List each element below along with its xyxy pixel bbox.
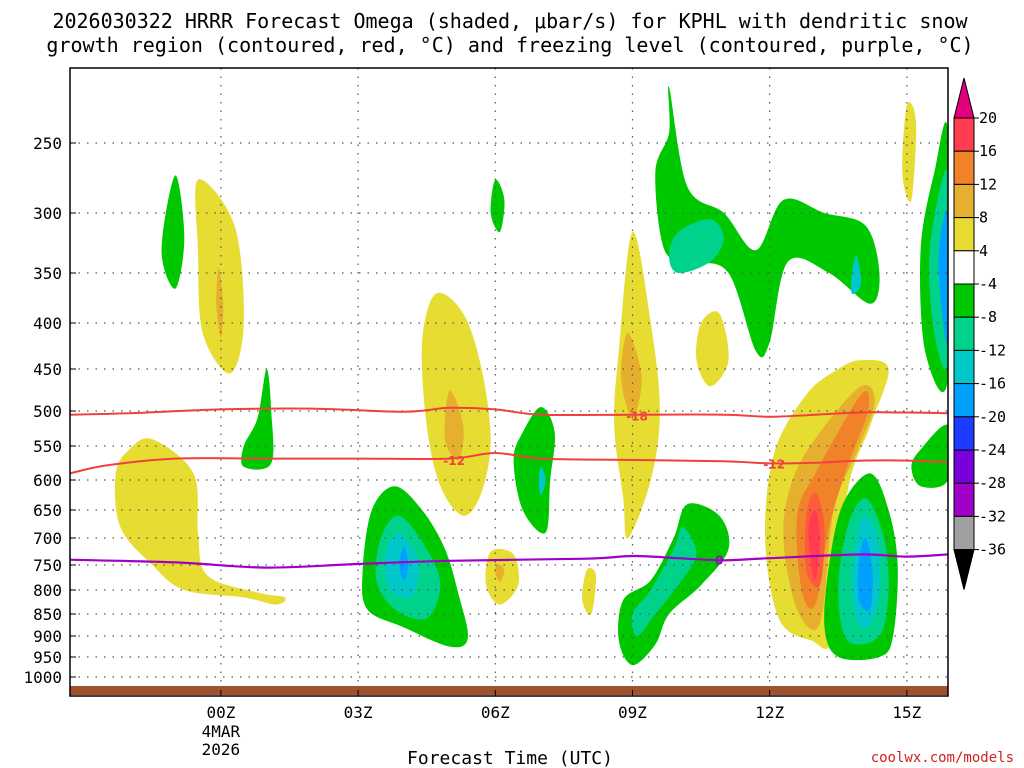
colorbar-swatch-7 bbox=[953, 349, 975, 385]
credit-text: coolwx.com/models bbox=[871, 750, 1014, 766]
colorbar-label--32: -32 bbox=[979, 507, 1006, 525]
chart-title-line-2: growth region (contoured, red, °C) and f… bbox=[46, 33, 973, 57]
colorbar-top-arrow bbox=[953, 77, 975, 119]
y-axis: 250 300 350 400 450 500 550 600 650 700 750 800 850 9… bbox=[23, 134, 76, 687]
colorbar-label-20: 20 bbox=[979, 109, 997, 127]
omega-neg-12-d bbox=[538, 466, 546, 496]
colorbar-label--24: -24 bbox=[979, 441, 1006, 459]
omega-neg-8-g bbox=[631, 526, 697, 636]
colorbar-label--16: -16 bbox=[979, 375, 1006, 393]
omega-neg-4-b bbox=[241, 368, 274, 470]
omega-neg-4-a bbox=[161, 175, 185, 289]
omega-pos-8-e bbox=[620, 332, 642, 419]
colorbar-label-4: 4 bbox=[979, 242, 988, 260]
y-tick-label-550: 550 bbox=[33, 437, 62, 456]
contour-line--12 bbox=[70, 451, 948, 475]
omega-pos-8-a bbox=[216, 267, 224, 338]
omega-pos-20-i bbox=[808, 509, 820, 581]
y-tick-label-700: 700 bbox=[33, 529, 62, 548]
omega-neg-4-d bbox=[513, 407, 556, 534]
x-axis-title: Forecast Time (UTC) bbox=[407, 748, 613, 768]
x-tick-year-label: 2026 bbox=[202, 740, 241, 759]
omega-shading-layer bbox=[114, 86, 948, 666]
y-tick-label-750: 750 bbox=[33, 556, 62, 575]
contour-line--18 bbox=[70, 406, 948, 418]
y-tick-label-250: 250 bbox=[33, 134, 62, 153]
colorbar-swatch-0 bbox=[953, 117, 975, 152]
colorbar-label--28: -28 bbox=[979, 474, 1006, 492]
colorbar-label--8: -8 bbox=[979, 308, 997, 326]
grid-layer bbox=[70, 68, 948, 696]
y-tick-label-800: 800 bbox=[33, 581, 62, 600]
colorbar-bottom-arrow bbox=[953, 549, 975, 590]
x-tick-date-label: 4MAR bbox=[202, 722, 241, 741]
ground-surface-bar bbox=[70, 686, 948, 695]
colorbar-label-16: 16 bbox=[979, 142, 997, 160]
omega-neg-16-i bbox=[938, 209, 948, 346]
x-tick-label-03Z: 03Z bbox=[344, 703, 373, 722]
x-tick-label-15Z: 15Z bbox=[892, 703, 921, 722]
colorbar-swatch-1 bbox=[953, 150, 975, 185]
colorbar-label-12: 12 bbox=[979, 175, 997, 193]
omega-pos-4-f bbox=[582, 567, 597, 615]
colorbar-swatch-4 bbox=[953, 250, 975, 285]
plot-frame bbox=[69, 67, 949, 697]
colorbar-label-8: 8 bbox=[979, 209, 988, 227]
colorbar-swatch-6 bbox=[953, 316, 975, 351]
colorbar-swatch-3 bbox=[953, 217, 975, 252]
x-tick-label-09Z: 09Z bbox=[618, 703, 647, 722]
colorbar-swatch-8 bbox=[953, 383, 975, 418]
colorbar-swatch-11 bbox=[953, 482, 975, 517]
chart-title-line-1: 2026030322 HRRR Forecast Omega (shaded, … bbox=[52, 9, 968, 33]
omega-neg-8-f bbox=[669, 219, 724, 274]
omega-pos-4-b bbox=[114, 438, 286, 605]
omega-pos-8-d bbox=[495, 563, 505, 582]
plot-area: -18 -12 -12 0 bbox=[69, 67, 949, 697]
y-tick-label-950: 950 bbox=[33, 648, 62, 667]
colorbar-swatch-9 bbox=[953, 416, 975, 451]
colorbar-label--36: -36 bbox=[979, 541, 1006, 559]
colorbar-label--12: -12 bbox=[979, 341, 1006, 359]
contour-label--12-1: -12 bbox=[763, 457, 785, 471]
y-tick-label-450: 450 bbox=[33, 360, 62, 379]
x-tick-label-12Z: 12Z bbox=[755, 703, 784, 722]
y-tick-label-1000: 1000 bbox=[23, 668, 62, 687]
omega-pos-4-g bbox=[696, 311, 729, 387]
contour-line-0 bbox=[70, 553, 948, 569]
y-tick-label-400: 400 bbox=[33, 314, 62, 333]
y-tick-label-900: 900 bbox=[33, 627, 62, 646]
y-tick-label-850: 850 bbox=[33, 605, 62, 624]
contour-label-0-0: 0 bbox=[715, 554, 723, 568]
y-tick-label-600: 600 bbox=[33, 471, 62, 490]
colorbar-label--4: -4 bbox=[979, 275, 997, 293]
x-tick-label-00Z: 00Z bbox=[206, 703, 235, 722]
y-tick-label-350: 350 bbox=[33, 264, 62, 283]
y-tick-label-650: 650 bbox=[33, 501, 62, 520]
x-tick-label-06Z: 06Z bbox=[481, 703, 510, 722]
colorbar-swatch-5 bbox=[953, 283, 975, 318]
omega-neg-16-h bbox=[857, 537, 873, 612]
contour-label--18-0: -18 bbox=[626, 409, 648, 423]
omega-neg-4-j bbox=[911, 424, 948, 488]
contour-label--12-0: -12 bbox=[443, 454, 465, 468]
temperature-contour-layer: -18 -12 -12 0 bbox=[70, 406, 948, 569]
colorbar: 20 16 12 8 4 -4 -8 -12 -16 -20 -24 -28 -32 -36 bbox=[953, 77, 1006, 590]
omega-pos-4-h bbox=[902, 102, 917, 202]
colorbar-swatch-2 bbox=[953, 183, 975, 219]
omega-neg-4-c bbox=[490, 179, 505, 233]
colorbar-label--20: -20 bbox=[979, 408, 1006, 426]
omega-neg-12-f bbox=[851, 255, 862, 295]
colorbar-swatch-12 bbox=[953, 515, 975, 551]
y-tick-label-300: 300 bbox=[33, 204, 62, 223]
omega-neg-4-f bbox=[655, 86, 880, 358]
colorbar-swatch-10 bbox=[953, 449, 975, 484]
y-tick-label-500: 500 bbox=[33, 402, 62, 421]
